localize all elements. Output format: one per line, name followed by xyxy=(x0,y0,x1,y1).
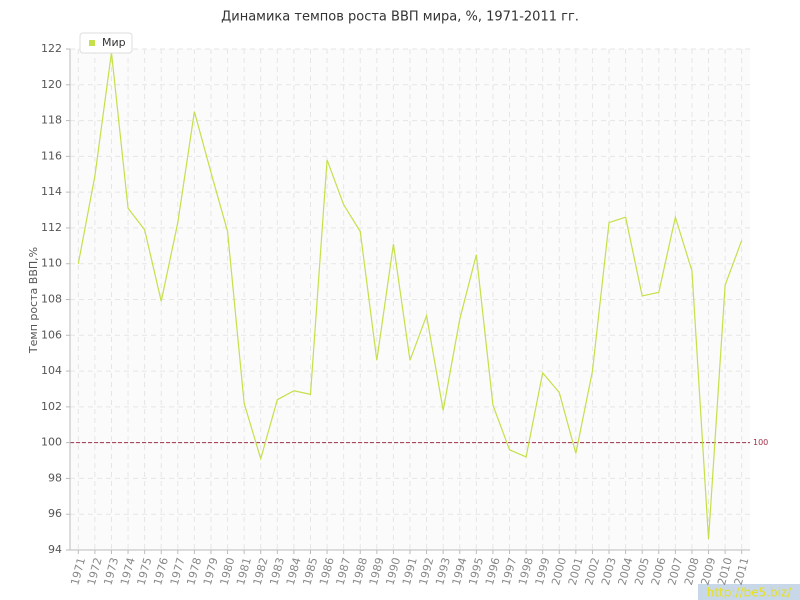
x-tick-label: 2011 xyxy=(732,556,752,586)
y-tick-label: 122 xyxy=(41,42,62,55)
chart-title: Динамика темпов роста ВВП мира, %, 1971-… xyxy=(221,10,579,25)
watermark: http://be5.biz/ xyxy=(707,586,792,600)
watermark-bg xyxy=(698,584,800,600)
grid xyxy=(66,48,750,554)
y-tick-label: 102 xyxy=(41,400,62,413)
y-tick-label: 114 xyxy=(41,185,62,198)
y-tick-label: 96 xyxy=(48,507,62,520)
line xyxy=(77,52,743,540)
y-tick-label: 112 xyxy=(41,221,62,234)
legend-box xyxy=(79,32,133,54)
y-tick-label: 110 xyxy=(41,257,62,270)
marks: 100 xyxy=(70,52,768,540)
y-tick-label: 106 xyxy=(41,328,62,341)
y-tick-label: 108 xyxy=(41,293,62,306)
reference-label: 100 xyxy=(753,438,768,447)
legend-swatch xyxy=(89,40,95,46)
y-tick-label: 94 xyxy=(48,543,62,556)
y-tick-label: 98 xyxy=(48,471,62,484)
legend: Мир xyxy=(79,32,133,54)
y-tick-label: 100 xyxy=(41,436,62,449)
legend-label: Мир xyxy=(102,36,126,49)
y-tick-label: 118 xyxy=(41,114,62,127)
y-tick-label: 104 xyxy=(41,364,62,377)
y-tick-label: 120 xyxy=(41,78,62,91)
y-axis-label: Темп роста ВВП,% xyxy=(27,247,40,354)
y-tick-label: 116 xyxy=(41,149,62,162)
